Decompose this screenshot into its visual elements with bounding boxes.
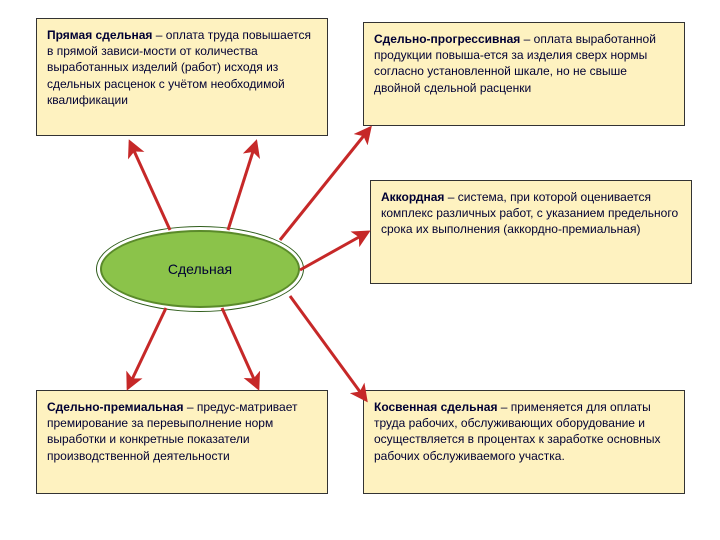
- arrow: [300, 232, 368, 270]
- box-top-right: Сдельно-прогрессивная – оплата выработан…: [363, 22, 685, 126]
- arrow: [128, 308, 166, 388]
- arrow: [290, 296, 366, 400]
- box-mid-right: Аккордная – система, при которой оценива…: [370, 180, 692, 284]
- arrow: [222, 308, 258, 388]
- arrow: [228, 142, 256, 230]
- box-bottom-right-bold: Косвенная сдельная: [374, 400, 497, 414]
- hub-ellipse: Сдельная: [100, 230, 300, 308]
- box-mid-right-bold: Аккордная: [381, 190, 444, 204]
- box-top-left: Прямая сдельная – оплата труда повышаетс…: [36, 18, 328, 136]
- box-bottom-right: Косвенная сдельная – применяется для опл…: [363, 390, 685, 494]
- arrow: [130, 142, 170, 230]
- arrow: [280, 128, 370, 240]
- box-top-right-bold: Сдельно-прогрессивная: [374, 32, 520, 46]
- box-bottom-left: Сдельно-премиальная – предус-матривает п…: [36, 390, 328, 494]
- box-bottom-left-bold: Сдельно-премиальная: [47, 400, 183, 414]
- box-top-left-bold: Прямая сдельная: [47, 28, 152, 42]
- hub-label: Сдельная: [168, 261, 232, 277]
